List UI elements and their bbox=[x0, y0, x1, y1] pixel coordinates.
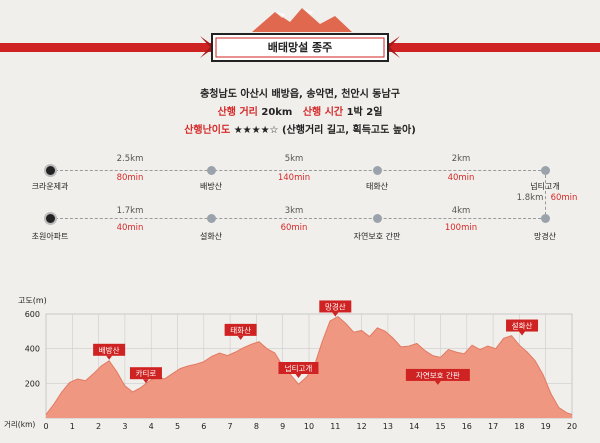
time-value: 1박 2일 bbox=[346, 107, 383, 118]
x-tick-label: 8 bbox=[254, 422, 259, 431]
location-text: 충청남도 아산시 배방읍, 송악면, 천안시 동남구 bbox=[200, 89, 400, 100]
x-axis-label: 거리(km) bbox=[4, 420, 35, 429]
x-tick-label: 3 bbox=[122, 422, 127, 431]
distance-label: 산행 거리 bbox=[217, 107, 258, 118]
annotation-label: 태화산 bbox=[230, 325, 251, 335]
node-label: 배방산 bbox=[199, 182, 223, 191]
peak-annotation: 자연보호 간판 bbox=[405, 368, 470, 385]
peak-annotation: 배방산 bbox=[93, 343, 126, 360]
x-tick-label: 0 bbox=[43, 422, 48, 431]
y-tick-label: 600 bbox=[25, 310, 40, 319]
x-tick-label: 6 bbox=[201, 422, 206, 431]
x-tick-label: 12 bbox=[357, 422, 367, 431]
segment-time: 40min bbox=[116, 223, 144, 233]
segment-distance: 2km bbox=[451, 154, 471, 164]
peak-annotation: 망경산 bbox=[319, 300, 352, 317]
route-node bbox=[207, 214, 216, 223]
annotation-label: 망경산 bbox=[325, 301, 346, 311]
segment-distance: 3km bbox=[284, 206, 304, 216]
x-tick-label: 4 bbox=[149, 422, 154, 431]
x-tick-label: 11 bbox=[330, 422, 340, 431]
x-tick-label: 15 bbox=[435, 422, 445, 431]
x-tick-label: 7 bbox=[228, 422, 233, 431]
segment-time: 80min bbox=[116, 173, 144, 183]
annotation-box bbox=[319, 300, 352, 313]
annotation-label: 배방산 bbox=[99, 345, 120, 355]
annotation-label: 설화산 bbox=[512, 321, 533, 331]
difficulty-label: 산행난이도 bbox=[184, 125, 231, 136]
segment-distance: 5km bbox=[284, 154, 304, 164]
node-label: 자연보호 간판 bbox=[353, 232, 401, 241]
route-node bbox=[541, 166, 550, 175]
x-tick-label: 1 bbox=[70, 422, 75, 431]
segment-distance: 2.5km bbox=[116, 154, 144, 164]
distance-value: 20km bbox=[261, 107, 293, 118]
annotation-box bbox=[278, 362, 319, 374]
annotation-box bbox=[224, 323, 257, 336]
difficulty-note: (산행거리 길고, 획득고도 높아) bbox=[282, 125, 416, 136]
connector-distance: 1.8km bbox=[516, 193, 544, 203]
node-label: 크라운제과 bbox=[31, 182, 69, 191]
x-tick-label: 9 bbox=[280, 422, 285, 431]
route-node bbox=[373, 214, 382, 223]
peak-annotation: 카티로 bbox=[129, 367, 162, 384]
x-tick-label: 2 bbox=[96, 422, 101, 431]
segment-time: 100min bbox=[444, 223, 478, 233]
route-node-start bbox=[46, 166, 55, 175]
time-label: 산행 시간 bbox=[302, 107, 344, 118]
node-label: 초원아파트 bbox=[31, 232, 69, 241]
annotation-label: 자연보호 간판 bbox=[416, 370, 460, 380]
mountain-icon bbox=[252, 8, 352, 32]
connector-time: 60min bbox=[550, 193, 578, 203]
difficulty-line: 산행난이도 ★★★★☆ (산행거리 길고, 획득고도 높아) bbox=[0, 121, 600, 136]
segment-time: 140min bbox=[277, 173, 311, 183]
difficulty-stars: ★★★★☆ bbox=[233, 125, 279, 136]
x-tick-label: 13 bbox=[383, 422, 393, 431]
node-label: 망경산 bbox=[533, 232, 557, 241]
x-tick-label: 16 bbox=[462, 422, 472, 431]
page-title: 배태망설 종주 bbox=[267, 41, 333, 54]
segment-time: 60min bbox=[280, 223, 308, 233]
peak-annotation: 넙티고개 bbox=[278, 362, 319, 378]
node-label: 설화산 bbox=[199, 232, 223, 241]
annotation-label: 넙티고개 bbox=[285, 363, 313, 373]
segment-time: 40min bbox=[447, 173, 475, 183]
x-tick-label: 18 bbox=[514, 422, 524, 431]
y-axis-label: 고도(m) bbox=[18, 296, 47, 305]
route-node bbox=[207, 166, 216, 175]
annotation-box bbox=[93, 343, 126, 356]
x-tick-label: 5 bbox=[175, 422, 180, 431]
annotation-box bbox=[506, 319, 539, 332]
header-banner bbox=[0, 8, 600, 62]
segment-distance: 1.7km bbox=[116, 206, 144, 216]
elevation-area bbox=[46, 316, 572, 418]
annotation-box bbox=[405, 368, 470, 381]
y-tick-label: 400 bbox=[25, 345, 40, 354]
x-tick-label: 19 bbox=[541, 422, 551, 431]
annotation-label: 카티로 bbox=[136, 369, 157, 378]
route-node bbox=[373, 166, 382, 175]
y-tick-label: 200 bbox=[25, 379, 40, 388]
peak-annotation: 설화산 bbox=[506, 319, 539, 336]
x-tick-label: 17 bbox=[488, 422, 498, 431]
route-node bbox=[541, 214, 550, 223]
annotation-box bbox=[129, 367, 162, 380]
distance-time-line: 산행 거리 20km 산행 시간 1박 2일 bbox=[0, 103, 600, 118]
x-tick-label: 20 bbox=[567, 422, 577, 431]
x-tick-label: 10 bbox=[304, 422, 314, 431]
node-label: 태화산 bbox=[365, 182, 389, 191]
segment-distance: 4km bbox=[451, 206, 471, 216]
peak-annotation: 태화산 bbox=[224, 323, 257, 340]
x-tick-label: 14 bbox=[409, 422, 419, 431]
route-node-start bbox=[46, 214, 55, 223]
